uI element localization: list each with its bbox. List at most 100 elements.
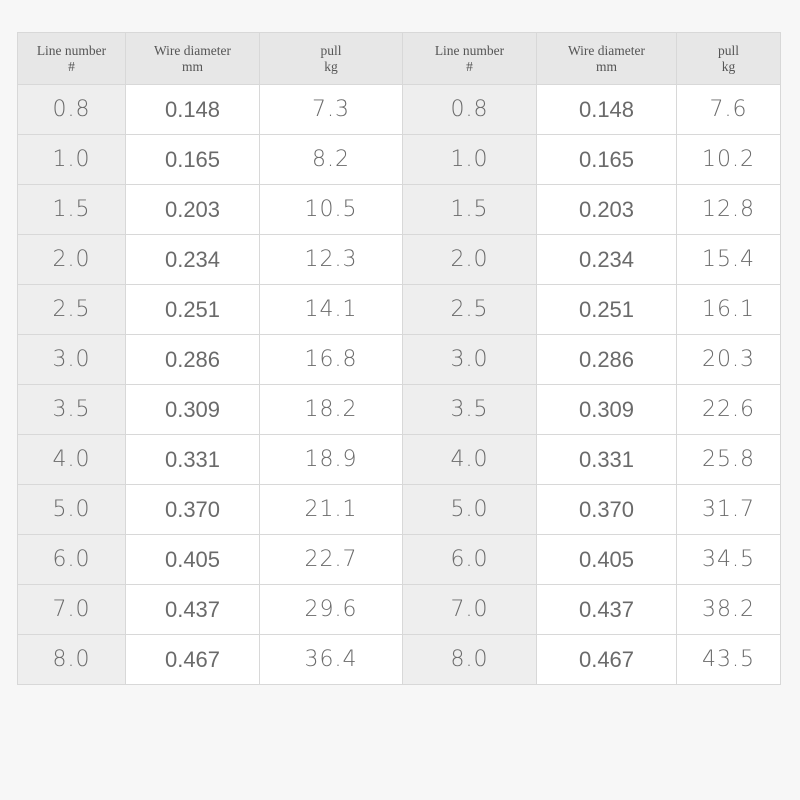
line-number-cell: 1.0 bbox=[17, 134, 126, 185]
header-unit: # bbox=[466, 58, 473, 74]
header-row: Line number # Wire diameter mm pull kg L… bbox=[17, 32, 781, 85]
pull-cell: 14.1 bbox=[259, 284, 403, 335]
wire-diameter-cell: 0.309 bbox=[125, 384, 260, 435]
pull-cell: 25.8 bbox=[676, 434, 781, 485]
table-row: 2.5 0.251 14.1 2.5 0.251 16.1 bbox=[17, 284, 781, 335]
line-number-cell: 4.0 bbox=[17, 434, 126, 485]
header-label: Line number bbox=[36, 42, 107, 58]
pull-cell: 7.6 bbox=[676, 84, 781, 135]
pull-cell: 10.2 bbox=[676, 134, 781, 185]
table-row: 3.0 0.286 16.8 3.0 0.286 20.3 bbox=[17, 334, 781, 385]
table-row: 2.0 0.234 12.3 2.0 0.234 15.4 bbox=[17, 234, 781, 285]
line-number-cell: 0.8 bbox=[17, 84, 126, 135]
wire-diameter-cell: 0.148 bbox=[125, 84, 260, 135]
wire-diameter-cell: 0.286 bbox=[125, 334, 260, 385]
table-row: 1.5 0.203 10.5 1.5 0.203 12.8 bbox=[17, 184, 781, 235]
spec-table-container: Line number # Wire diameter mm pull kg L… bbox=[17, 32, 781, 685]
header-label: pull bbox=[717, 42, 739, 58]
pull-cell: 16.1 bbox=[676, 284, 781, 335]
pull-cell: 20.3 bbox=[676, 334, 781, 385]
header-unit: # bbox=[68, 58, 75, 74]
line-number-cell: 3.0 bbox=[402, 334, 537, 385]
line-number-cell: 2.5 bbox=[17, 284, 126, 335]
header-label: Line number bbox=[434, 42, 505, 58]
table-row: 6.0 0.405 22.7 6.0 0.405 34.5 bbox=[17, 534, 781, 585]
wire-diameter-cell: 0.165 bbox=[125, 134, 260, 185]
header-label: Wire diameter bbox=[153, 42, 232, 58]
pull-cell: 15.4 bbox=[676, 234, 781, 285]
line-spec-table: Line number # Wire diameter mm pull kg L… bbox=[17, 32, 781, 685]
line-number-cell: 1.5 bbox=[17, 184, 126, 235]
pull-cell: 36.4 bbox=[259, 634, 403, 685]
header-unit: mm bbox=[595, 58, 617, 74]
line-number-cell: 8.0 bbox=[402, 634, 537, 685]
line-number-cell: 3.5 bbox=[17, 384, 126, 435]
line-number-cell: 5.0 bbox=[402, 484, 537, 535]
pull-cell: 7.3 bbox=[259, 84, 403, 135]
header-unit: mm bbox=[181, 58, 203, 74]
header-unit: kg bbox=[324, 58, 338, 74]
wire-diameter-cell: 0.331 bbox=[536, 434, 677, 485]
wire-diameter-cell: 0.251 bbox=[125, 284, 260, 335]
wire-diameter-cell: 0.437 bbox=[536, 584, 677, 635]
pull-cell: 22.6 bbox=[676, 384, 781, 435]
table-row: 3.5 0.309 18.2 3.5 0.309 22.6 bbox=[17, 384, 781, 435]
wire-diameter-cell: 0.467 bbox=[536, 634, 677, 685]
wire-diameter-cell: 0.251 bbox=[536, 284, 677, 335]
wire-diameter-cell: 0.286 bbox=[536, 334, 677, 385]
wire-diameter-cell: 0.405 bbox=[125, 534, 260, 585]
wire-diameter-cell: 0.309 bbox=[536, 384, 677, 435]
table-row: 1.0 0.165 8.2 1.0 0.165 10.2 bbox=[17, 134, 781, 185]
line-number-cell: 2.0 bbox=[17, 234, 126, 285]
line-number-cell: 0.8 bbox=[402, 84, 537, 135]
pull-cell: 22.7 bbox=[259, 534, 403, 585]
pull-cell: 12.3 bbox=[259, 234, 403, 285]
line-number-cell: 6.0 bbox=[17, 534, 126, 585]
header-line-number-2: Line number # bbox=[402, 32, 537, 85]
line-number-cell: 5.0 bbox=[17, 484, 126, 535]
wire-diameter-cell: 0.234 bbox=[536, 234, 677, 285]
header-pull: pull kg bbox=[259, 32, 403, 85]
header-label: pull bbox=[320, 42, 342, 58]
table-body: 0.8 0.148 7.3 0.8 0.148 7.6 1.0 0.165 8.2 1.0 0.16… bbox=[17, 84, 781, 685]
table-row: 5.0 0.370 21.1 5.0 0.370 31.7 bbox=[17, 484, 781, 535]
line-number-cell: 8.0 bbox=[17, 634, 126, 685]
line-number-cell: 3.5 bbox=[402, 384, 537, 435]
pull-cell: 12.8 bbox=[676, 184, 781, 235]
table-row: 0.8 0.148 7.3 0.8 0.148 7.6 bbox=[17, 84, 781, 135]
wire-diameter-cell: 0.370 bbox=[125, 484, 260, 535]
pull-cell: 16.8 bbox=[259, 334, 403, 385]
table-row: 4.0 0.331 18.9 4.0 0.331 25.8 bbox=[17, 434, 781, 485]
pull-cell: 21.1 bbox=[259, 484, 403, 535]
header-line-number: Line number # bbox=[17, 32, 126, 85]
header-unit: kg bbox=[721, 58, 736, 74]
pull-cell: 8.2 bbox=[259, 134, 403, 185]
pull-cell: 29.6 bbox=[259, 584, 403, 635]
wire-diameter-cell: 0.203 bbox=[536, 184, 677, 235]
line-number-cell: 6.0 bbox=[402, 534, 537, 585]
wire-diameter-cell: 0.370 bbox=[536, 484, 677, 535]
wire-diameter-cell: 0.165 bbox=[536, 134, 677, 185]
pull-cell: 10.5 bbox=[259, 184, 403, 235]
table-row: 7.0 0.437 29.6 7.0 0.437 38.2 bbox=[17, 584, 781, 635]
wire-diameter-cell: 0.203 bbox=[125, 184, 260, 235]
pull-cell: 38.2 bbox=[676, 584, 781, 635]
header-pull-2: pull kg bbox=[676, 32, 781, 85]
line-number-cell: 2.0 bbox=[402, 234, 537, 285]
line-number-cell: 4.0 bbox=[402, 434, 537, 485]
wire-diameter-cell: 0.148 bbox=[536, 84, 677, 135]
wire-diameter-cell: 0.437 bbox=[125, 584, 260, 635]
line-number-cell: 2.5 bbox=[402, 284, 537, 335]
line-number-cell: 1.0 bbox=[402, 134, 537, 185]
pull-cell: 18.9 bbox=[259, 434, 403, 485]
line-number-cell: 7.0 bbox=[17, 584, 126, 635]
pull-cell: 31.7 bbox=[676, 484, 781, 535]
table-row: 8.0 0.467 36.4 8.0 0.467 43.5 bbox=[17, 634, 781, 685]
wire-diameter-cell: 0.234 bbox=[125, 234, 260, 285]
header-wire-diameter-2: Wire diameter mm bbox=[536, 32, 677, 85]
header-label: Wire diameter bbox=[567, 42, 646, 58]
pull-cell: 34.5 bbox=[676, 534, 781, 585]
header-wire-diameter: Wire diameter mm bbox=[125, 32, 260, 85]
wire-diameter-cell: 0.331 bbox=[125, 434, 260, 485]
